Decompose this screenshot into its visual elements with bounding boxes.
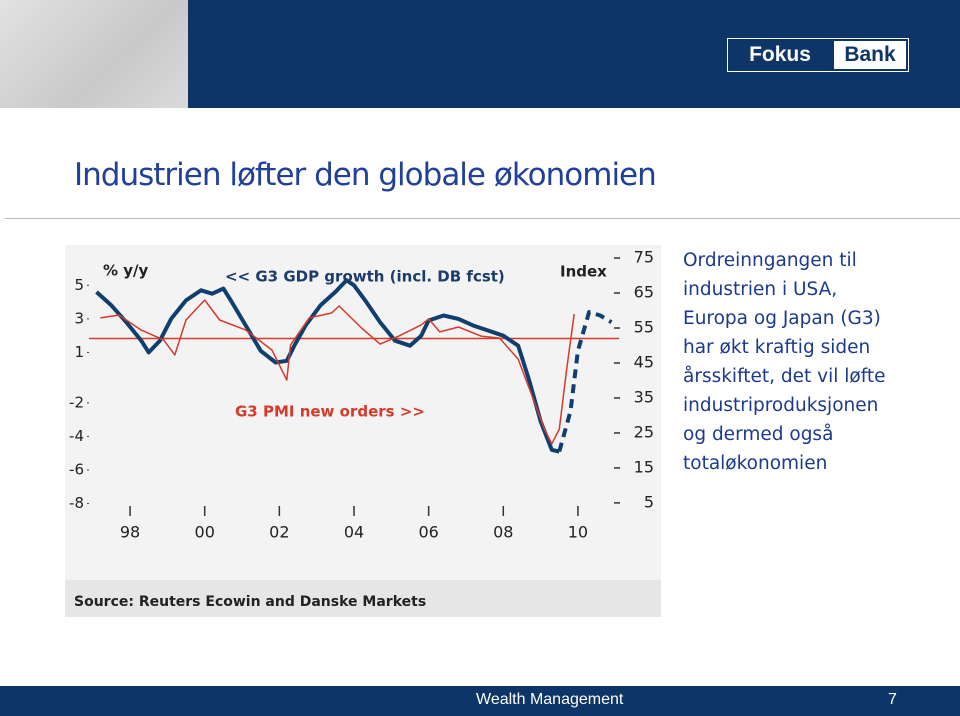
body-line: Ordreinngangen til	[683, 250, 857, 271]
y2-tick-label: 45	[634, 352, 654, 371]
x-tick-label: 02	[269, 523, 289, 542]
body-line: industriproduksjonen	[683, 395, 879, 416]
y2-tick-label: 75	[634, 248, 654, 267]
x-tick-label: 00	[195, 523, 215, 542]
logo-text: Fokus	[749, 43, 811, 66]
y-tick-label: -6	[69, 461, 84, 479]
body-line: Europa og Japan (G3)	[683, 308, 881, 329]
body-line: og dermed også	[683, 424, 834, 445]
x-tick-label: 98	[120, 523, 140, 542]
x-tick-label: 04	[344, 523, 364, 542]
footer: Wealth Management 7	[0, 686, 960, 716]
y2-tick-label: 5	[644, 492, 654, 511]
page-number: 7	[888, 691, 897, 708]
chart: 5 3 1 -2 -4 -6 -8 75 65 55 45 35 25 15 5 98 00 02 04 06 08 10…	[65, 245, 661, 617]
body-text: Ordreinngangen til industrien i USA, Europ…	[683, 246, 886, 478]
y2-tick-label: 35	[634, 387, 654, 406]
annotation: G3 PMI new orders >>	[235, 403, 425, 421]
y-tick-label: 1	[74, 343, 84, 361]
source-band	[65, 580, 661, 617]
body-line: årsskiftet, det vil løfte	[683, 366, 886, 387]
slide-title: Industrien løfter den globale økonomien	[74, 157, 657, 193]
chart-background	[65, 245, 661, 617]
y2-tick-label: 55	[634, 318, 654, 337]
x-tick-label: 08	[493, 523, 513, 542]
y-tick-label: -8	[69, 494, 84, 512]
line-series	[95, 278, 560, 454]
divider	[5, 218, 960, 219]
logo: Fokus Bank	[727, 38, 909, 72]
body-line: har økt kraftig siden	[683, 337, 871, 358]
logo-text: Bank	[834, 41, 906, 69]
line-series	[557, 310, 613, 453]
y-tick-label: -2	[69, 393, 84, 411]
body-line: totaløkonomien	[683, 453, 828, 474]
y-tick-label: 3	[74, 309, 84, 327]
annotation: << G3 GDP growth (incl. DB fcst)	[225, 268, 505, 286]
body-line: industrien i USA,	[683, 279, 838, 300]
y-tick-label: -4	[69, 427, 84, 445]
y2-tick-label: 15	[634, 457, 654, 476]
banner-image	[0, 0, 188, 108]
source-text: Source: Reuters Ecowin and Danske Market…	[74, 594, 426, 610]
y-axis-label: % y/y	[103, 262, 149, 280]
y2-tick-label: 65	[634, 283, 654, 302]
footer-text: Wealth Management	[476, 691, 624, 708]
x-tick-label: 10	[568, 523, 588, 542]
y2-tick-label: 25	[634, 422, 654, 441]
x-tick-label: 06	[418, 523, 438, 542]
y2-axis-label: Index	[560, 263, 607, 281]
line-series	[100, 299, 575, 445]
y-tick-label: 5	[74, 276, 84, 294]
